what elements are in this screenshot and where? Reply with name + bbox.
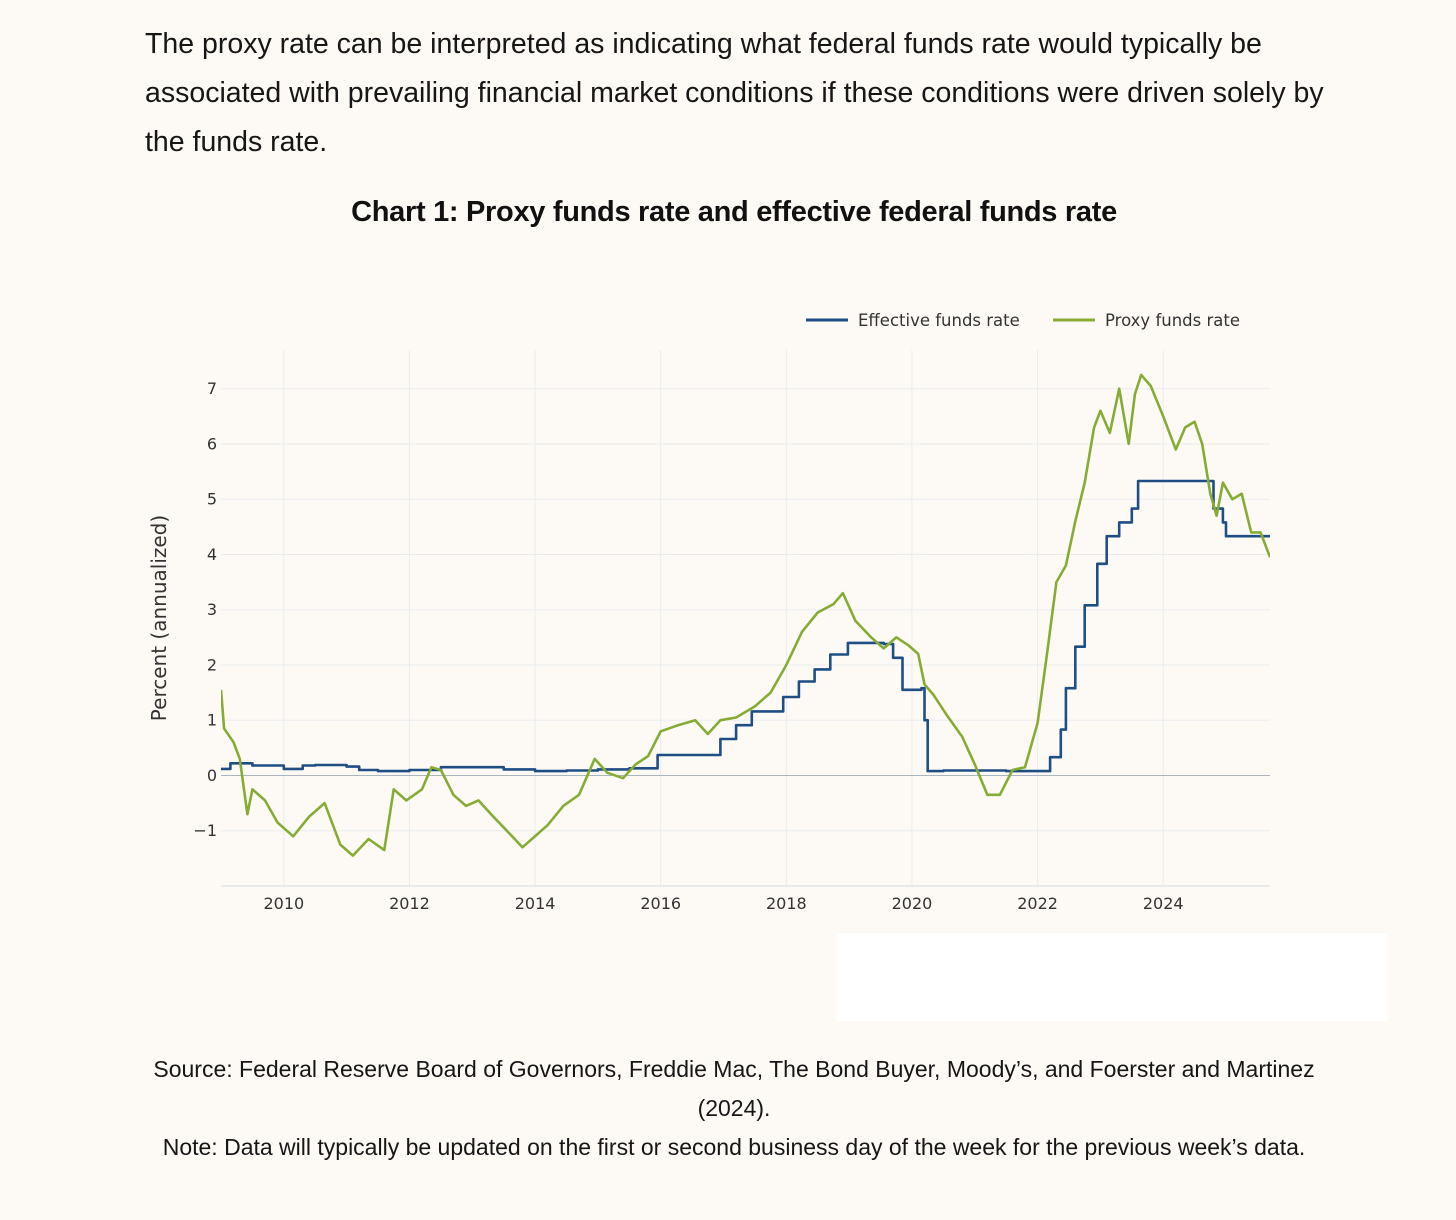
y-tick-label: −1 [193, 821, 217, 840]
x-tick-label: 2022 [1017, 894, 1058, 913]
y-tick-label: 4 [207, 545, 217, 564]
intro-paragraph: The proxy rate can be interpreted as ind… [145, 28, 1324, 158]
chart-axes: 2010 2012 2014 2016 2018 2020 2022 2024 −1 0 1 2 3 4 5… [193, 379, 1270, 913]
blank-panel [836, 933, 1388, 1021]
x-tick-label: 2024 [1143, 894, 1184, 913]
proxy-funds-rate-line [221, 373, 1270, 857]
x-tick-label: 2018 [766, 894, 807, 913]
x-tick-label: 2020 [892, 894, 933, 913]
data-note: Note: Data will typically be updated on … [162, 1134, 1306, 1160]
x-tick-label: 2012 [389, 894, 430, 913]
chart-grid [221, 350, 1270, 886]
y-axis-label: Percent (annualized) [147, 515, 171, 721]
legend-proxy-funds-rate-label: Proxy funds rate [1105, 311, 1240, 330]
y-tick-label: 7 [207, 379, 217, 398]
legend-effective-funds-rate-label: Effective funds rate [858, 311, 1020, 330]
x-tick-label: 2016 [640, 894, 681, 913]
y-tick-label: 1 [207, 711, 217, 730]
source-note: Source: Federal Reserve Board of Governo… [153, 1056, 1315, 1121]
y-tick-label: 6 [207, 434, 217, 453]
chart-notes: Source: Federal Reserve Board of Governo… [140, 1050, 1328, 1167]
effective-funds-rate-line [221, 479, 1270, 773]
chart-title: Chart 1: Proxy funds rate and effective … [351, 196, 1117, 228]
x-tick-label: 2010 [263, 894, 304, 913]
y-tick-label: 3 [207, 600, 217, 619]
x-tick-label: 2014 [515, 894, 556, 913]
y-tick-label: 0 [207, 766, 217, 785]
y-tick-label: 5 [207, 490, 217, 509]
chart-series [221, 373, 1270, 857]
chart-legend: Effective funds rate Proxy funds rate [806, 311, 1240, 330]
y-tick-label: 2 [207, 655, 217, 674]
